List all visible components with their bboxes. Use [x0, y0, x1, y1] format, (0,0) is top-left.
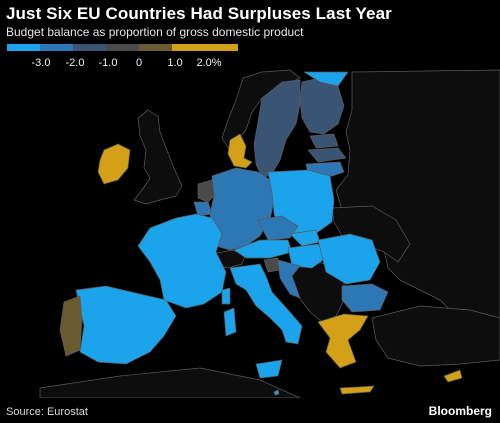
ireland-region [97, 143, 131, 185]
bulgaria-region [341, 283, 389, 313]
uk-region [133, 109, 183, 205]
legend-swatch-6 [172, 44, 205, 51]
legend-swatch-1 [7, 44, 40, 51]
crete-region [339, 385, 375, 395]
source-note: Source: Eurostat [6, 406, 88, 418]
finland-north-region [303, 71, 349, 87]
norway-region [221, 69, 301, 149]
germany-region [209, 167, 275, 251]
turkey-region [371, 305, 500, 367]
legend-label: 0 [135, 57, 143, 69]
legend-swatch-5 [139, 44, 172, 51]
italy-region [229, 263, 303, 345]
spain-region [75, 285, 177, 365]
legend: -3.0 -2.0 -1.0 0 1.0 2.0% [7, 44, 239, 104]
bloomberg-logo: Bloomberg [428, 404, 492, 418]
romania-region [317, 233, 381, 285]
hungary-region [287, 243, 327, 269]
denmark-region [227, 133, 253, 169]
malta-region [273, 389, 280, 396]
france-region [137, 213, 227, 309]
sicily-region [255, 359, 283, 379]
finland-region [299, 77, 345, 135]
greece-region [317, 313, 369, 369]
portugal-region [59, 295, 83, 357]
sardinia-region [223, 307, 237, 337]
legend-swatch-3 [73, 44, 106, 51]
legend-label: 1.0 [167, 57, 183, 69]
sweden-region [253, 79, 301, 179]
north-africa-region [39, 367, 301, 398]
legend-swatch-2 [40, 44, 73, 51]
chart-subtitle: Budget balance as proportion of gross do… [6, 25, 304, 39]
estonia-region [309, 133, 339, 149]
czech-region [257, 215, 299, 241]
latvia-region [307, 147, 347, 163]
croatia-region [277, 259, 301, 299]
legend-label: -2.0 [65, 57, 85, 69]
chart-title: Just Six EU Countries Had Surpluses Last… [6, 4, 392, 23]
corsica-region [221, 287, 231, 305]
legend-swatch-7 [205, 44, 238, 51]
slovenia-region [263, 257, 281, 273]
cyprus-region [443, 369, 463, 383]
legend-label: -1.0 [98, 57, 118, 69]
legend-label: -3.0 [31, 57, 51, 69]
legend-swatch-4 [106, 44, 139, 51]
ukraine-region [331, 205, 411, 263]
europe-map [39, 69, 500, 398]
legend-label: 2.0% [196, 57, 222, 69]
